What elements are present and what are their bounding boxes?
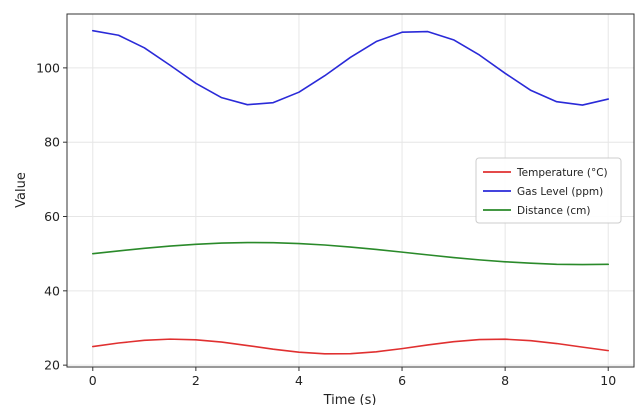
x-tick-label: 8 — [501, 373, 509, 388]
plot-frame — [66, 13, 635, 368]
legend-label: Gas Level (ppm) — [517, 186, 603, 198]
x-tick-label: 0 — [89, 373, 97, 388]
x-tick-label: 2 — [192, 373, 200, 388]
series-line-1 — [91, 338, 610, 355]
axis-ticks: 0 2 4 6 8 10 20 40 60 80 100 — [36, 60, 616, 388]
x-axis-label: Time (s) — [323, 393, 377, 405]
y-tick-label: 60 — [44, 209, 60, 224]
legend-label: Temperature (°C) — [516, 167, 608, 179]
series-line-2 — [91, 29, 610, 106]
series-line-3 — [91, 241, 610, 266]
y-tick-label: 40 — [44, 283, 60, 298]
legend-box — [475, 157, 622, 224]
y-tick-label: 80 — [44, 135, 60, 150]
legend: Temperature (°C) Gas Level (ppm) Distance … — [475, 157, 622, 224]
series-lines — [91, 29, 610, 355]
y-axis-label: Value — [14, 172, 29, 208]
x-tick-label: 6 — [398, 373, 406, 388]
y-tick-label: 100 — [36, 60, 60, 75]
x-tick-label: 4 — [295, 373, 303, 388]
legend-label: Distance (cm) — [517, 205, 590, 217]
x-tick-label: 10 — [600, 373, 616, 388]
y-tick-label: 20 — [44, 358, 60, 373]
